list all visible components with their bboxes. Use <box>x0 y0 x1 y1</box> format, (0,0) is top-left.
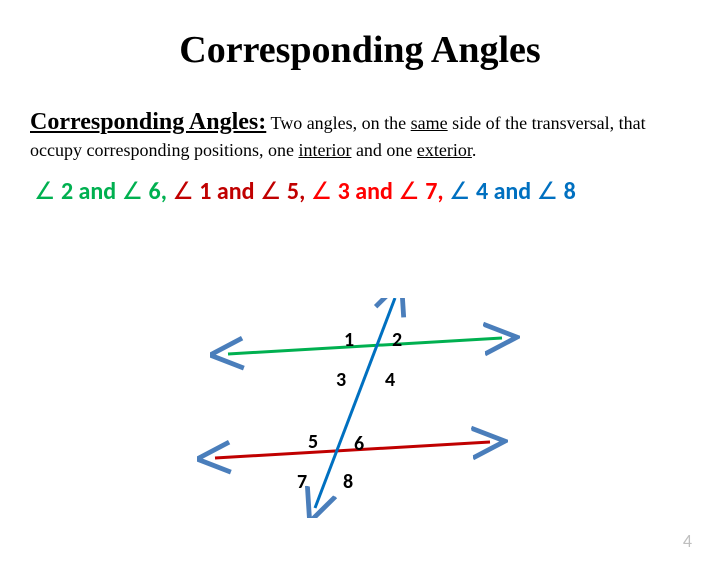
def-text-4: . <box>472 140 477 160</box>
page-title: Corresponding Angles <box>0 28 720 72</box>
angle-label-8: 8 <box>343 470 353 494</box>
page-number: 4 <box>683 530 692 552</box>
angle-label-7: 7 <box>297 470 307 494</box>
def-underline-same: same <box>411 113 448 133</box>
diagram-svg <box>190 298 530 518</box>
parallel-line-1 <box>228 338 502 354</box>
def-underline-exterior: exterior <box>417 140 472 160</box>
def-underline-interior: interior <box>298 140 351 160</box>
angle-label-4: 4 <box>385 368 395 392</box>
angle-label-2: 2 <box>392 328 402 352</box>
def-text-1: Two angles, on the <box>270 113 410 133</box>
definition-block: Corresponding Angles: Two angles, on the… <box>30 106 690 163</box>
pair-3: ∠ 3 and ∠ 7, <box>311 177 449 206</box>
pair-1: ∠ 2 and ∠ 6, <box>34 177 172 206</box>
angle-pairs-list: ∠ 2 and ∠ 6, ∠ 1 and ∠ 5, ∠ 3 and ∠ 7, ∠… <box>34 177 690 206</box>
angle-label-3: 3 <box>336 368 346 392</box>
angle-label-1: 1 <box>344 328 354 352</box>
parallel-line-2 <box>215 442 490 458</box>
transversal-diagram: 1 2 3 4 5 6 7 8 <box>190 298 530 518</box>
definition-heading: Corresponding Angles: <box>30 109 266 135</box>
angle-label-6: 6 <box>354 432 364 456</box>
transversal-line <box>315 298 395 508</box>
pair-4: ∠ 4 and ∠ 8 <box>449 177 576 206</box>
pair-2: ∠ 1 and ∠ 5, <box>172 177 310 206</box>
def-text-3: and one <box>351 140 416 160</box>
angle-label-5: 5 <box>308 430 318 454</box>
